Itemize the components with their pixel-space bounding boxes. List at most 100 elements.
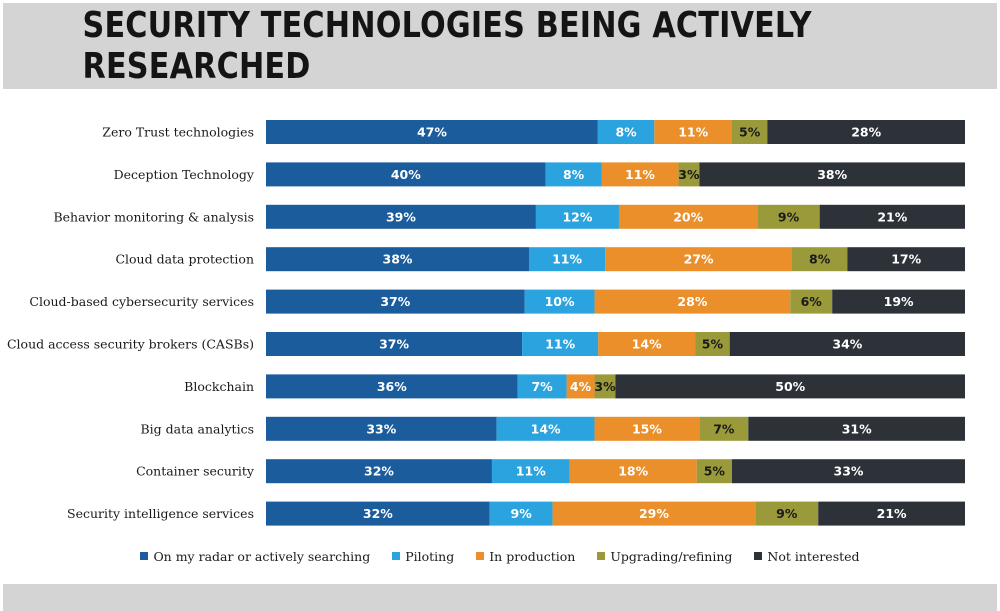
category-label: Cloud data protection xyxy=(115,252,254,267)
bar-segment xyxy=(517,374,567,399)
data-label: 32% xyxy=(363,506,393,521)
data-label: 7% xyxy=(531,379,553,394)
bar-segment xyxy=(755,501,819,526)
data-label: 11% xyxy=(625,167,655,182)
legend-item: On my radar or actively searching xyxy=(140,549,370,564)
data-label: 14% xyxy=(632,337,662,352)
legend-item: Piloting xyxy=(392,549,454,564)
bar-segment xyxy=(524,289,595,314)
bar-segment xyxy=(266,501,490,526)
category-label: Cloud-based cybersecurity services xyxy=(29,294,254,309)
legend-swatch xyxy=(476,552,485,560)
category-label: Cloud access security brokers (CASBs) xyxy=(7,337,254,352)
legend-label: On my radar or actively searching xyxy=(153,548,371,564)
data-label: 29% xyxy=(639,506,669,521)
data-label: 17% xyxy=(891,252,921,267)
bar-segment xyxy=(266,374,518,399)
data-label: 11% xyxy=(678,125,708,140)
legend-swatch xyxy=(754,552,763,560)
bar-segment xyxy=(597,120,655,144)
data-label: 3% xyxy=(678,167,700,182)
bar-segment xyxy=(696,459,732,484)
bar-segment xyxy=(266,120,598,144)
legend-swatch xyxy=(597,552,606,560)
data-label: 36% xyxy=(377,379,407,394)
chart-legend: On my radar or actively searching Pilotin… xyxy=(0,546,1000,566)
data-label: 34% xyxy=(832,337,862,352)
chart-title: SECURITY TECHNOLOGIES BEING ACTIVELY RES… xyxy=(82,5,812,87)
bar-segment xyxy=(266,416,497,441)
legend-swatch xyxy=(140,552,149,560)
category-label: Blockchain xyxy=(184,379,254,394)
data-label: 5% xyxy=(704,464,726,479)
bar-segment xyxy=(569,459,697,484)
bar-segment xyxy=(266,332,523,356)
legend-label: Piloting xyxy=(405,548,455,564)
data-label: 38% xyxy=(817,167,847,182)
title-banner: SECURITY TECHNOLOGIES BEING ACTIVELY RES… xyxy=(3,3,997,89)
category-label: Zero Trust technologies xyxy=(102,125,254,140)
legend-item: In production xyxy=(476,549,575,564)
bar-segment xyxy=(732,120,768,144)
bar-segment xyxy=(618,204,758,229)
data-label: 33% xyxy=(366,421,396,436)
legend-item: Not interested xyxy=(754,548,860,564)
data-label: 8% xyxy=(615,125,637,140)
bar-segment xyxy=(528,247,606,272)
data-label: 5% xyxy=(702,337,724,352)
bar-segment xyxy=(545,162,602,187)
data-label: 50% xyxy=(775,379,805,394)
data-label: 40% xyxy=(391,167,421,182)
bar-segment xyxy=(818,501,965,526)
data-label: 5% xyxy=(739,125,761,140)
data-label: 20% xyxy=(673,209,703,224)
data-label: 4% xyxy=(570,379,592,394)
data-label: 6% xyxy=(801,294,823,309)
bar-segment xyxy=(594,416,700,441)
legend-label: Not interested xyxy=(767,548,860,564)
bar-segment xyxy=(695,332,730,356)
bar-segment xyxy=(732,459,965,484)
bar-segment xyxy=(535,204,619,229)
data-label: 33% xyxy=(834,464,864,479)
data-label: 32% xyxy=(364,464,394,479)
data-label: 21% xyxy=(877,209,907,224)
data-label: 10% xyxy=(545,294,575,309)
bar-segment xyxy=(757,204,820,229)
bar-segment xyxy=(552,501,756,526)
bar-segment xyxy=(654,120,732,144)
data-label: 28% xyxy=(851,125,881,140)
legend-item: Upgrading/refining xyxy=(597,549,732,564)
data-label: 39% xyxy=(386,209,416,224)
bar-segment xyxy=(266,204,536,229)
footer-band xyxy=(3,584,997,611)
legend-swatch xyxy=(392,552,401,560)
bar-segment xyxy=(790,289,833,314)
data-label: 8% xyxy=(563,167,585,182)
bar-segment xyxy=(832,289,965,314)
data-label: 11% xyxy=(545,337,575,352)
data-label: 7% xyxy=(713,421,735,436)
data-label: 31% xyxy=(842,421,872,436)
bar-segment xyxy=(598,332,696,356)
bar-segment xyxy=(489,501,553,526)
data-label: 3% xyxy=(594,379,616,394)
category-label: Behavior monitoring & analysis xyxy=(53,209,254,224)
data-label: 9% xyxy=(511,506,533,521)
bar-segment xyxy=(767,120,965,144)
category-label: Big data analytics xyxy=(140,421,254,436)
data-label: 37% xyxy=(380,294,410,309)
data-label: 28% xyxy=(677,294,707,309)
bar-segment xyxy=(605,247,792,272)
data-label: 21% xyxy=(877,506,907,521)
data-label: 38% xyxy=(383,252,413,267)
data-label: 15% xyxy=(632,421,662,436)
bar-segment xyxy=(678,162,700,187)
bar-segment xyxy=(266,459,492,484)
bar-segment xyxy=(847,247,965,272)
legend-label: Upgrading/refining xyxy=(610,548,733,564)
bar-segment xyxy=(266,247,529,272)
data-label: 18% xyxy=(618,464,648,479)
bar-segment xyxy=(594,374,616,399)
